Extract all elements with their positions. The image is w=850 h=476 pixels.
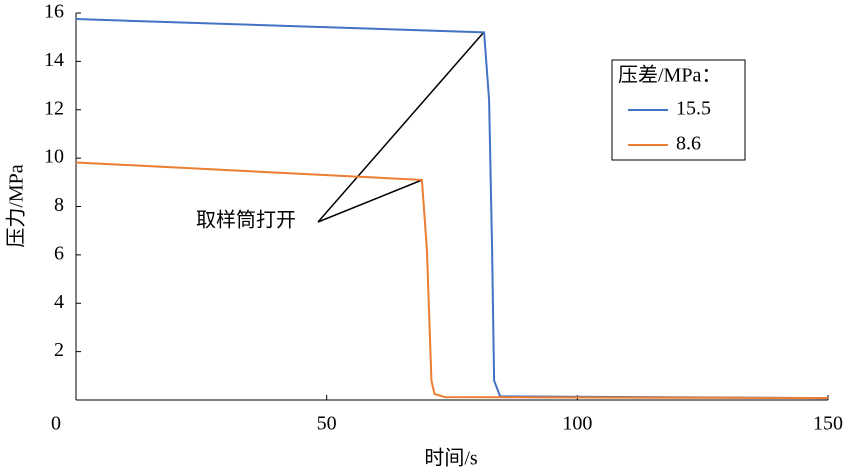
x-tick-label: 150 xyxy=(813,413,843,435)
y-tick-label: 14 xyxy=(44,49,64,71)
x-axis-label: 时间/s xyxy=(424,447,478,470)
x-tick-label: 50 xyxy=(317,413,337,435)
y-tick-label: 16 xyxy=(44,1,64,23)
line-series xyxy=(75,161,829,400)
y-tick-label: 8 xyxy=(54,194,64,216)
annotation-pointer xyxy=(317,179,423,223)
x-tick-label: 0 xyxy=(51,413,61,435)
legend-label: 15.5 xyxy=(676,98,711,120)
legend-title: 压差/MPa： xyxy=(618,64,721,87)
y-tick-label: 10 xyxy=(44,146,64,168)
y-axis-label: 压力/MPa xyxy=(5,164,28,247)
y-tick-label: 12 xyxy=(44,97,64,119)
y-tick-label: 2 xyxy=(54,339,64,361)
legend-label: 8.6 xyxy=(676,133,701,155)
y-tick-label: 4 xyxy=(54,291,64,313)
x-tick-label: 100 xyxy=(562,413,592,435)
annotation: 取样筒打开 xyxy=(196,209,296,232)
y-tick-label: 6 xyxy=(54,242,64,264)
annotation-pointer xyxy=(317,31,485,223)
